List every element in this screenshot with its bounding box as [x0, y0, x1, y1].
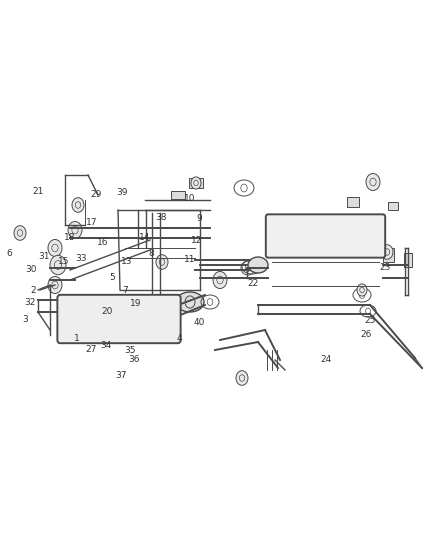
Text: 3: 3 [22, 316, 28, 324]
Text: 38: 38 [155, 213, 167, 222]
Text: 29: 29 [91, 190, 102, 198]
Text: 14: 14 [139, 233, 150, 241]
Text: 1: 1 [74, 334, 80, 343]
Text: 17: 17 [86, 219, 98, 227]
Bar [382, 248, 393, 262]
Circle shape [156, 255, 168, 269]
Circle shape [72, 198, 84, 212]
Ellipse shape [248, 257, 268, 273]
Text: 11: 11 [184, 255, 195, 264]
Text: 39: 39 [116, 189, 127, 197]
Bar [404, 253, 412, 267]
Circle shape [366, 173, 380, 190]
Text: 8: 8 [148, 249, 154, 257]
Bar [347, 197, 359, 207]
Text: 19: 19 [130, 300, 141, 308]
Circle shape [309, 236, 319, 248]
Text: 9: 9 [196, 214, 202, 223]
Text: 27: 27 [85, 345, 97, 353]
Text: 4: 4 [177, 334, 182, 343]
Text: 22: 22 [247, 279, 259, 288]
Circle shape [48, 239, 62, 256]
Text: 34: 34 [101, 341, 112, 350]
Text: 13: 13 [121, 257, 133, 265]
Circle shape [357, 284, 367, 296]
Circle shape [48, 277, 62, 294]
Text: 33: 33 [75, 254, 87, 263]
Circle shape [14, 225, 26, 240]
Text: 6: 6 [7, 249, 13, 257]
Text: 10: 10 [184, 195, 195, 203]
Ellipse shape [176, 292, 204, 312]
Text: 5: 5 [109, 273, 115, 281]
Text: 12: 12 [191, 237, 202, 245]
Circle shape [381, 245, 393, 259]
FancyBboxPatch shape [57, 295, 180, 343]
Text: 23: 23 [380, 263, 391, 272]
Bar [388, 202, 398, 210]
Circle shape [213, 271, 227, 288]
Text: 18: 18 [64, 233, 75, 241]
FancyBboxPatch shape [266, 214, 385, 257]
Bar [171, 191, 185, 199]
Circle shape [68, 222, 82, 239]
Text: 24: 24 [321, 356, 332, 364]
Text: 40: 40 [194, 318, 205, 327]
Text: 7: 7 [122, 286, 128, 295]
Text: 30: 30 [25, 265, 36, 273]
Text: 37: 37 [116, 372, 127, 380]
Text: 25: 25 [364, 317, 376, 325]
Text: 2: 2 [30, 286, 35, 295]
Circle shape [191, 177, 201, 189]
Text: 32: 32 [24, 298, 35, 307]
Text: 15: 15 [58, 257, 69, 265]
Text: 26: 26 [360, 330, 371, 339]
Text: 31: 31 [38, 253, 49, 261]
Text: 16: 16 [97, 238, 109, 247]
Text: 36: 36 [128, 356, 139, 364]
Bar [189, 178, 203, 188]
Circle shape [236, 370, 248, 385]
Text: 21: 21 [33, 188, 44, 196]
Circle shape [50, 255, 66, 274]
Text: 35: 35 [125, 346, 136, 355]
Text: 20: 20 [102, 308, 113, 316]
